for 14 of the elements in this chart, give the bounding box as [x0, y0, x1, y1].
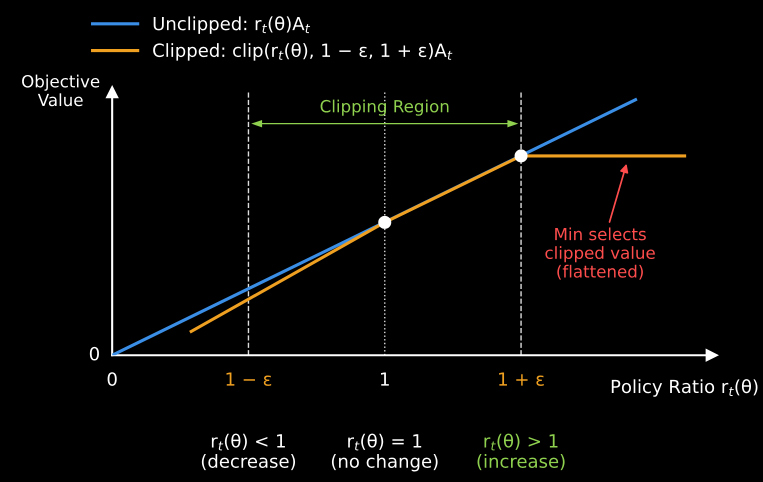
text: r$_{t}$(θ) = 1 (no change)	[332, 434, 438, 472]
x-tick-label: 0	[108, 372, 117, 386]
x-tick-label: 1	[381, 372, 389, 386]
x-tick-label: 1 + ε	[499, 372, 544, 386]
y-axis-title: Objective Value	[22, 74, 100, 106]
x-axis-title: Policy Ratio r$_{t}$(θ)	[612, 379, 758, 397]
text: 0	[90, 346, 99, 360]
annotation: Min selects clipped value (flattened)	[545, 227, 655, 280]
legend-label: Clipped: clip(r$_{t}$(θ), 1 − ε, 1 + ε)A$_{t}$	[153, 42, 452, 61]
text: r$_{t}$(θ) < 1 (decrease)	[202, 434, 296, 470]
x-tick-label: 1 − ε	[226, 372, 272, 386]
annotation: Clipping Region	[320, 100, 448, 116]
legend-label: Unclipped: r$_{t}$(θ)A$_{t}$	[154, 16, 310, 34]
text: r$_{t}$(θ) > 1 (increase)	[478, 434, 565, 470]
